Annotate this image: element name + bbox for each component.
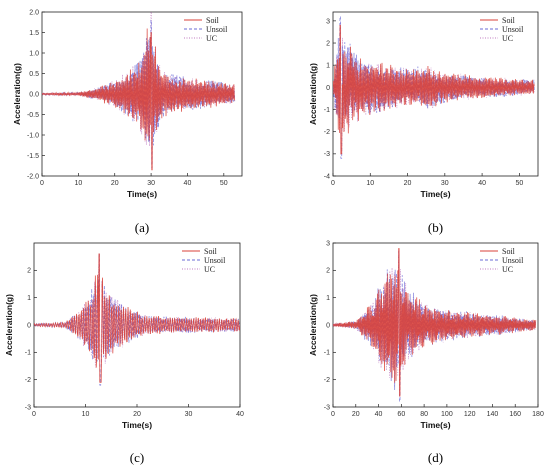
series-line-soil: [34, 253, 240, 383]
x-tick-label: 20: [352, 411, 360, 418]
x-tick-label: 0: [331, 180, 335, 187]
y-tick-label: -1: [324, 107, 330, 114]
y-tick-label: 0: [326, 322, 330, 329]
y-tick-label: 2: [326, 40, 330, 47]
x-axis-label: Time(s): [420, 420, 450, 430]
y-tick-label: -2: [25, 377, 31, 384]
y-tick-label: 2: [27, 268, 31, 275]
legend-label-unsoil: Unsoil: [502, 25, 524, 34]
x-tick-label: 40: [375, 411, 383, 418]
panel-caption: (c): [130, 450, 144, 465]
y-tick-label: -1.5: [27, 153, 39, 160]
series-line-soil: [42, 28, 236, 171]
series-line-soil: [333, 248, 537, 397]
y-tick-label: 0: [27, 322, 31, 329]
y-tick-label: 0.5: [29, 71, 39, 78]
y-tick-label: -3: [324, 151, 330, 158]
y-tick-label: 1.5: [29, 30, 39, 37]
legend-label-soil: Soil: [204, 247, 218, 256]
x-tick-label: 160: [509, 411, 521, 418]
y-axis-label: Acceleration(g): [308, 63, 318, 125]
x-tick-label: 0: [32, 411, 36, 418]
legend-label-soil: Soil: [502, 247, 516, 256]
x-tick-label: 40: [478, 180, 486, 187]
series-line-unsoil: [34, 253, 240, 386]
x-tick-label: 40: [236, 411, 244, 418]
x-tick-label: 40: [184, 180, 192, 187]
y-tick-label: 1.0: [29, 50, 39, 57]
x-tick-label: 120: [464, 411, 476, 418]
y-tick-label: -0.5: [27, 112, 39, 119]
x-tick-label: 100: [441, 411, 453, 418]
y-tick-label: -3: [25, 404, 31, 411]
y-tick-label: 2: [326, 268, 330, 275]
chart-panel-b: 0 10 20 30 40 50 -4 -3 -2 -1 0 1 2 3 Time(s) Accelerati…: [308, 11, 539, 235]
x-tick-label: 30: [185, 411, 193, 418]
y-tick-label: -1.0: [27, 132, 39, 139]
y-axis-label: Acceleration(g): [4, 294, 14, 356]
legend-label-soil: Soil: [502, 16, 516, 25]
legend-label-uc: UC: [204, 265, 215, 274]
legend-label-unsoil: Unsoil: [502, 256, 524, 265]
chart-panel-c: 0 10 20 30 40 -3 -2 -1 0 1 2 Time(s) Acceleration(g)…: [4, 242, 244, 465]
legend-label-uc: UC: [206, 34, 217, 43]
x-tick-label: 50: [515, 180, 523, 187]
y-tick-label: 2.0: [29, 9, 39, 16]
y-tick-label: 1: [27, 295, 31, 302]
x-tick-label: 180: [532, 411, 544, 418]
y-tick-label: 3: [326, 18, 330, 25]
x-tick-label: 30: [147, 180, 155, 187]
x-axis-label: Time(s): [420, 189, 450, 199]
y-tick-label: 0.0: [29, 91, 39, 98]
chart-panel-d: 0 20 40 60 80 100 120 140 160 180 -3 -2 -1 0 1 2 3 Time(s…: [308, 240, 544, 465]
y-tick-label: -3: [324, 404, 330, 411]
y-tick-label: -1: [324, 350, 330, 357]
x-tick-label: 20: [133, 411, 141, 418]
series-line-soil: [333, 24, 535, 155]
y-tick-label: -1: [25, 350, 31, 357]
x-tick-label: 10: [74, 180, 82, 187]
panel-caption: (a): [135, 220, 149, 235]
y-tick-label: -2: [324, 129, 330, 136]
panel-caption: (d): [428, 450, 443, 465]
legend-label-soil: Soil: [206, 16, 220, 25]
x-tick-label: 20: [111, 180, 119, 187]
legend-label-unsoil: Unsoil: [206, 25, 228, 34]
y-tick-label: -2: [324, 377, 330, 384]
panel-caption: (b): [428, 220, 443, 235]
x-tick-label: 140: [487, 411, 499, 418]
legend-label-unsoil: Unsoil: [204, 256, 226, 265]
y-tick-label: 1: [326, 63, 330, 70]
y-tick-label: -4: [324, 173, 330, 180]
x-tick-label: 80: [420, 411, 428, 418]
x-axis-label: Time(s): [122, 420, 152, 430]
x-tick-label: 10: [82, 411, 90, 418]
x-tick-label: 10: [366, 180, 374, 187]
y-tick-label: 0: [326, 85, 330, 92]
y-tick-label: -2.0: [27, 173, 39, 180]
y-axis-label: Acceleration(g): [308, 294, 318, 356]
x-tick-label: 0: [40, 180, 44, 187]
y-tick-label: 3: [326, 240, 330, 247]
plot-frame: [332, 11, 539, 177]
y-axis-label: Acceleration(g): [12, 63, 22, 125]
x-tick-label: 0: [331, 411, 335, 418]
y-tick-label: 1: [326, 295, 330, 302]
x-axis-label: Time(s): [127, 189, 157, 199]
x-tick-label: 60: [397, 411, 405, 418]
x-tick-label: 20: [404, 180, 412, 187]
chart-panel-a: 0 10 20 30 40 50 -2.0 -1.5 -1.0 -0.5 0.0 0.5 1.0 1.5 2…: [12, 9, 243, 235]
legend-label-uc: UC: [502, 34, 513, 43]
x-tick-label: 50: [220, 180, 228, 187]
legend-label-uc: UC: [502, 265, 513, 274]
x-tick-label: 30: [441, 180, 449, 187]
